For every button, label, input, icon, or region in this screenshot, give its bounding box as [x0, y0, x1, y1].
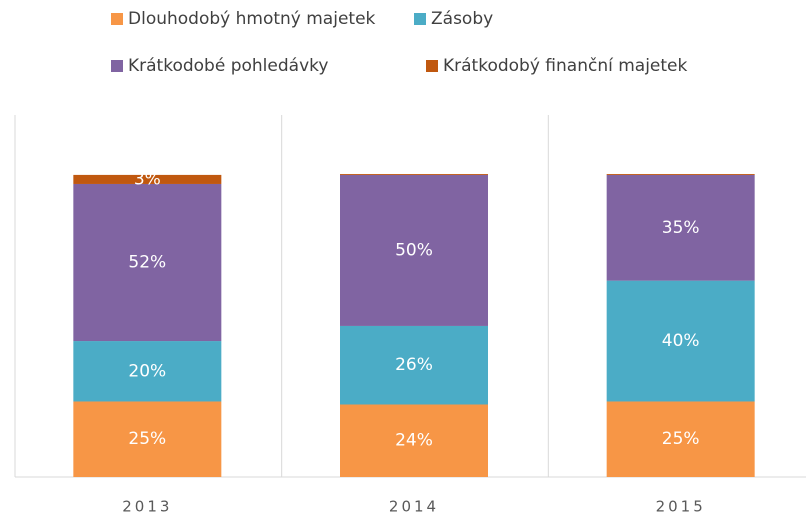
legend-swatch: [111, 60, 123, 72]
x-tick-label: 2013: [122, 498, 172, 515]
x-tick-label: 2015: [656, 498, 706, 515]
bar-segment: [606, 174, 755, 281]
data-label: 50%: [395, 240, 433, 260]
bar-segment: [73, 401, 222, 477]
legend-swatch: [426, 60, 438, 72]
legend-swatch: [414, 13, 426, 25]
data-label: 25%: [662, 429, 700, 449]
data-label: 52%: [128, 253, 166, 273]
bar-segment: [606, 280, 755, 402]
bar-segment: [340, 404, 488, 477]
data-label: 20%: [128, 361, 166, 381]
legend-swatch: [111, 13, 123, 25]
bar-segment: [606, 401, 755, 477]
data-label: 35%: [662, 218, 700, 238]
data-label: 26%: [395, 355, 433, 375]
data-label: 25%: [128, 429, 166, 449]
data-label: 24%: [395, 431, 433, 451]
bar-segment: [606, 174, 755, 175]
bar-segment: [73, 341, 222, 402]
bar-segment: [73, 183, 222, 342]
legend-label: Zásoby: [431, 9, 493, 29]
legend-label: Dlouhodobý hmotný majetek: [128, 9, 376, 29]
legend-label: Krátkodobé pohledávky: [128, 56, 328, 76]
x-tick-label: 2014: [389, 498, 439, 515]
data-label: 3%: [134, 169, 161, 189]
legend-label: Krátkodobý finanční majetek: [443, 56, 688, 76]
bar-segment: [340, 325, 488, 405]
bar-segment: [73, 174, 222, 184]
bar-segment: [340, 174, 488, 175]
bar-segment: [340, 174, 488, 326]
data-label: 40%: [662, 331, 700, 351]
